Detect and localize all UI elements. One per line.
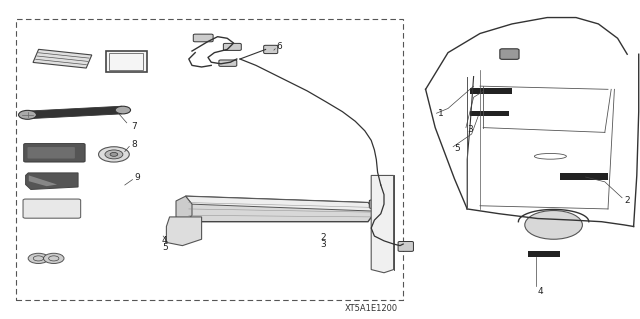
Circle shape <box>19 110 36 119</box>
FancyBboxPatch shape <box>500 49 519 59</box>
Text: 6: 6 <box>276 42 282 51</box>
Circle shape <box>110 152 118 156</box>
FancyBboxPatch shape <box>223 43 241 50</box>
Text: 4: 4 <box>162 236 168 245</box>
Text: 5: 5 <box>454 144 460 153</box>
FancyBboxPatch shape <box>219 60 237 66</box>
FancyBboxPatch shape <box>369 200 383 208</box>
FancyBboxPatch shape <box>23 199 81 218</box>
FancyBboxPatch shape <box>28 147 75 159</box>
Bar <box>106 51 147 72</box>
Circle shape <box>99 147 129 162</box>
Bar <box>109 53 143 70</box>
Bar <box>470 111 509 116</box>
Polygon shape <box>29 106 122 119</box>
Text: 9: 9 <box>134 173 140 182</box>
Polygon shape <box>26 173 78 189</box>
Text: 3: 3 <box>467 125 473 134</box>
Polygon shape <box>186 196 376 211</box>
Text: 8: 8 <box>131 140 137 149</box>
FancyBboxPatch shape <box>193 34 213 42</box>
Text: 7: 7 <box>131 122 137 130</box>
Bar <box>560 173 608 180</box>
Circle shape <box>28 253 49 263</box>
Polygon shape <box>371 175 394 273</box>
Bar <box>16 19 403 300</box>
FancyBboxPatch shape <box>264 45 278 54</box>
Circle shape <box>115 106 131 114</box>
Text: XT5A1E1200: XT5A1E1200 <box>344 304 398 313</box>
Polygon shape <box>166 217 202 246</box>
Bar <box>528 251 560 257</box>
Text: 4: 4 <box>538 287 543 296</box>
Polygon shape <box>186 196 376 222</box>
Text: 3: 3 <box>320 240 326 249</box>
Text: 2: 2 <box>624 197 630 205</box>
Circle shape <box>105 150 123 159</box>
Bar <box>33 49 92 68</box>
FancyBboxPatch shape <box>398 241 413 251</box>
Polygon shape <box>29 175 57 186</box>
Circle shape <box>44 253 64 263</box>
Text: 5: 5 <box>162 243 168 252</box>
Polygon shape <box>176 196 192 222</box>
Text: 1: 1 <box>438 109 444 118</box>
Circle shape <box>525 211 582 239</box>
FancyBboxPatch shape <box>24 144 85 162</box>
Text: 2: 2 <box>320 233 326 242</box>
Bar <box>470 88 512 94</box>
